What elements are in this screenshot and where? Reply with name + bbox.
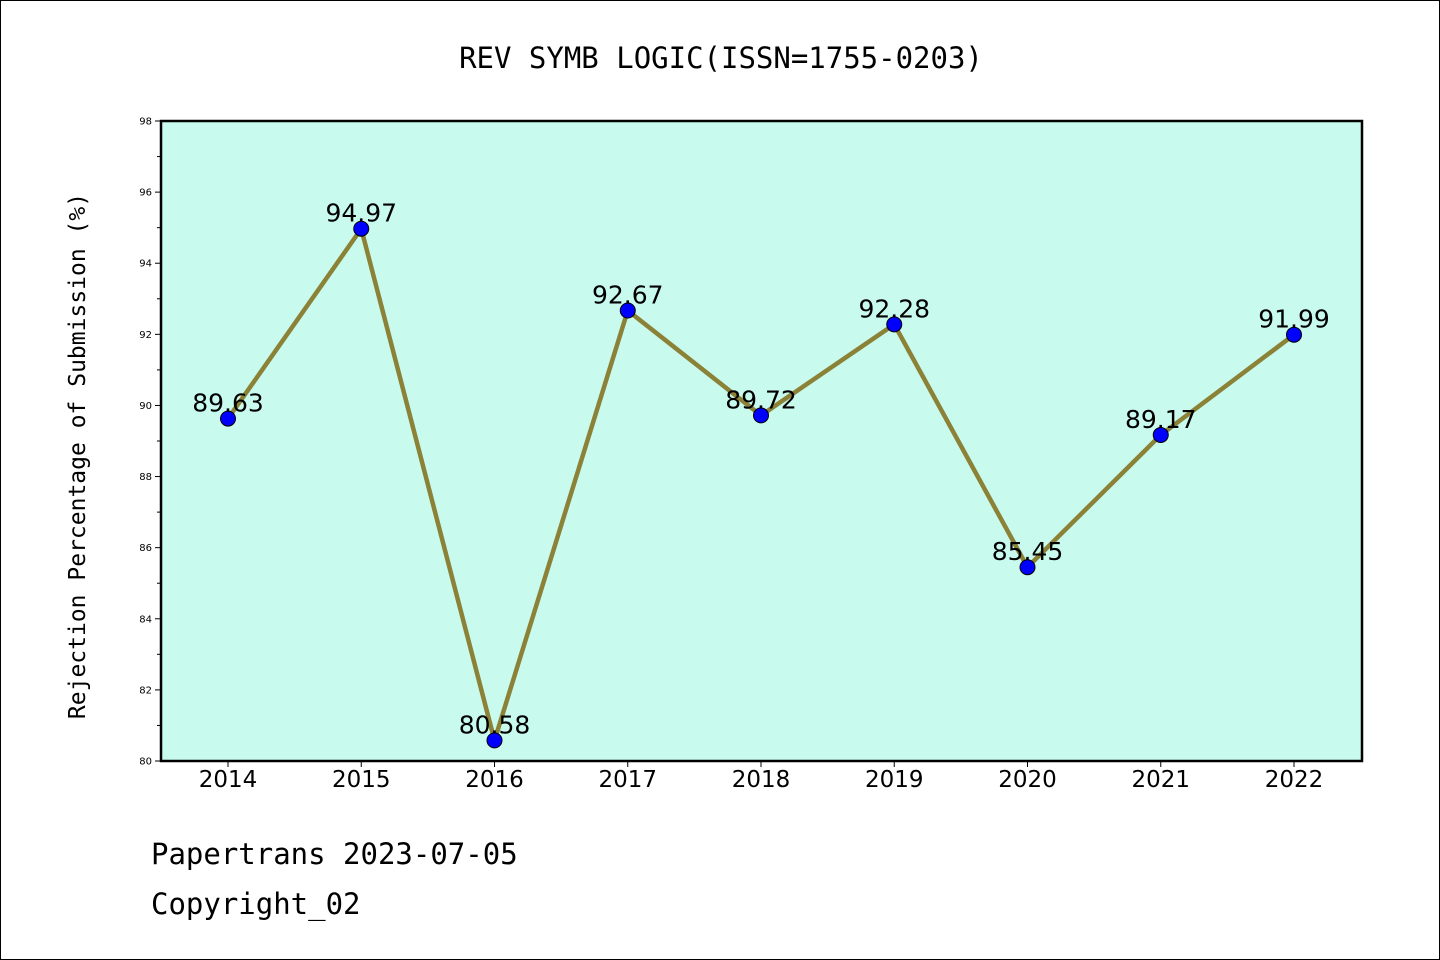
data-point bbox=[220, 410, 236, 427]
x-tick-label: 2017 bbox=[598, 767, 657, 793]
y-tick-label: 92 bbox=[139, 330, 152, 341]
data-point bbox=[1152, 426, 1169, 443]
data-point bbox=[1286, 326, 1302, 343]
data-label: 89.17 bbox=[1125, 405, 1197, 434]
x-tick-label: 2021 bbox=[1131, 767, 1190, 793]
data-point bbox=[753, 407, 769, 424]
data-point bbox=[1019, 559, 1036, 576]
y-tick-label: 94 bbox=[139, 259, 152, 270]
y-tick-label: 88 bbox=[139, 472, 152, 483]
y-tick-label: 80 bbox=[139, 757, 152, 768]
data-label: 92.28 bbox=[858, 294, 930, 323]
x-tick-label: 2019 bbox=[865, 767, 924, 793]
x-tick-label: 2018 bbox=[732, 767, 791, 793]
chart-title: REV SYMB LOGIC(ISSN=1755-0203) bbox=[459, 41, 983, 75]
data-label: 89.72 bbox=[725, 385, 797, 414]
y-axis-label: Rejection Percentage of Submission (%) bbox=[65, 193, 91, 719]
y-tick-label: 98 bbox=[139, 117, 152, 128]
data-point bbox=[353, 220, 370, 237]
y-tick-label: 96 bbox=[139, 188, 152, 199]
x-tick-label: 2020 bbox=[998, 767, 1057, 793]
data-label: 89.63 bbox=[192, 389, 264, 418]
x-tick-label: 2015 bbox=[332, 767, 391, 793]
y-tick-label: 86 bbox=[139, 543, 152, 554]
data-point bbox=[619, 302, 636, 319]
data-label: 80.58 bbox=[459, 710, 531, 739]
data-label: 94.97 bbox=[325, 199, 397, 228]
x-tick-label: 2016 bbox=[465, 767, 524, 793]
y-tick-label: 84 bbox=[139, 614, 152, 625]
x-tick-label: 2022 bbox=[1265, 767, 1324, 793]
footer-copyright: Copyright_02 bbox=[151, 887, 361, 921]
footer-date: Papertrans 2023-07-05 bbox=[151, 837, 518, 871]
y-tick-label: 82 bbox=[139, 685, 152, 696]
data-point bbox=[486, 732, 503, 749]
data-label: 92.67 bbox=[592, 281, 664, 310]
data-label: 85.45 bbox=[992, 537, 1064, 566]
x-tick-label: 2014 bbox=[199, 767, 258, 793]
data-label: 91.99 bbox=[1258, 305, 1330, 334]
data-point bbox=[886, 316, 903, 333]
y-tick-label: 90 bbox=[139, 401, 152, 412]
